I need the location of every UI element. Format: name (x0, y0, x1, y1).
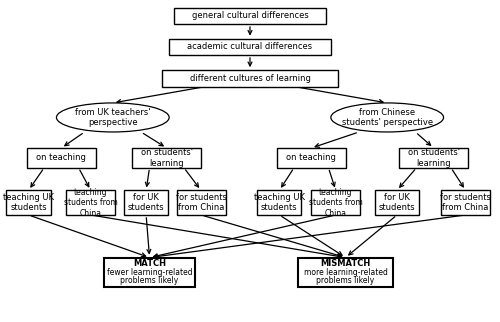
FancyBboxPatch shape (66, 190, 115, 215)
FancyBboxPatch shape (375, 190, 419, 215)
FancyBboxPatch shape (104, 258, 195, 287)
Text: from Chinese
students' perspective: from Chinese students' perspective (342, 108, 433, 127)
Text: different cultures of learning: different cultures of learning (190, 74, 310, 83)
FancyBboxPatch shape (169, 39, 331, 55)
Text: MATCH: MATCH (133, 259, 166, 268)
Text: MISMATCH: MISMATCH (320, 259, 370, 268)
Text: on students'
learning: on students' learning (408, 148, 460, 167)
Ellipse shape (331, 103, 444, 132)
FancyBboxPatch shape (176, 190, 226, 215)
FancyBboxPatch shape (132, 148, 201, 168)
FancyBboxPatch shape (174, 8, 326, 24)
Text: for UK
students: for UK students (378, 193, 416, 212)
FancyBboxPatch shape (311, 190, 360, 215)
FancyBboxPatch shape (6, 190, 51, 215)
FancyBboxPatch shape (277, 148, 345, 168)
Text: fewer learning-related: fewer learning-related (106, 268, 192, 277)
Text: teaching
students from
China: teaching students from China (64, 188, 118, 218)
FancyBboxPatch shape (441, 190, 490, 215)
FancyBboxPatch shape (400, 148, 468, 168)
FancyBboxPatch shape (162, 70, 338, 87)
Text: from UK teachers'
perspective: from UK teachers' perspective (75, 108, 150, 127)
Text: for students
from China: for students from China (176, 193, 226, 212)
Text: general cultural differences: general cultural differences (192, 11, 308, 20)
Text: problems likely: problems likely (120, 276, 178, 285)
Text: on teaching: on teaching (36, 153, 86, 162)
FancyBboxPatch shape (258, 190, 302, 215)
Text: on teaching: on teaching (286, 153, 336, 162)
Text: on students'
learning: on students' learning (140, 148, 192, 167)
FancyBboxPatch shape (27, 148, 96, 168)
Text: for UK
students: for UK students (128, 193, 164, 212)
Text: problems likely: problems likely (316, 276, 374, 285)
Text: academic cultural differences: academic cultural differences (188, 42, 312, 51)
Ellipse shape (56, 103, 169, 132)
FancyBboxPatch shape (124, 190, 168, 215)
Text: teaching UK
students: teaching UK students (254, 193, 305, 212)
Text: teaching UK
students: teaching UK students (3, 193, 54, 212)
Text: more learning-related: more learning-related (304, 268, 388, 277)
Text: teaching
students from
China: teaching students from China (309, 188, 362, 218)
FancyBboxPatch shape (298, 258, 394, 287)
Text: for students
from China: for students from China (440, 193, 491, 212)
